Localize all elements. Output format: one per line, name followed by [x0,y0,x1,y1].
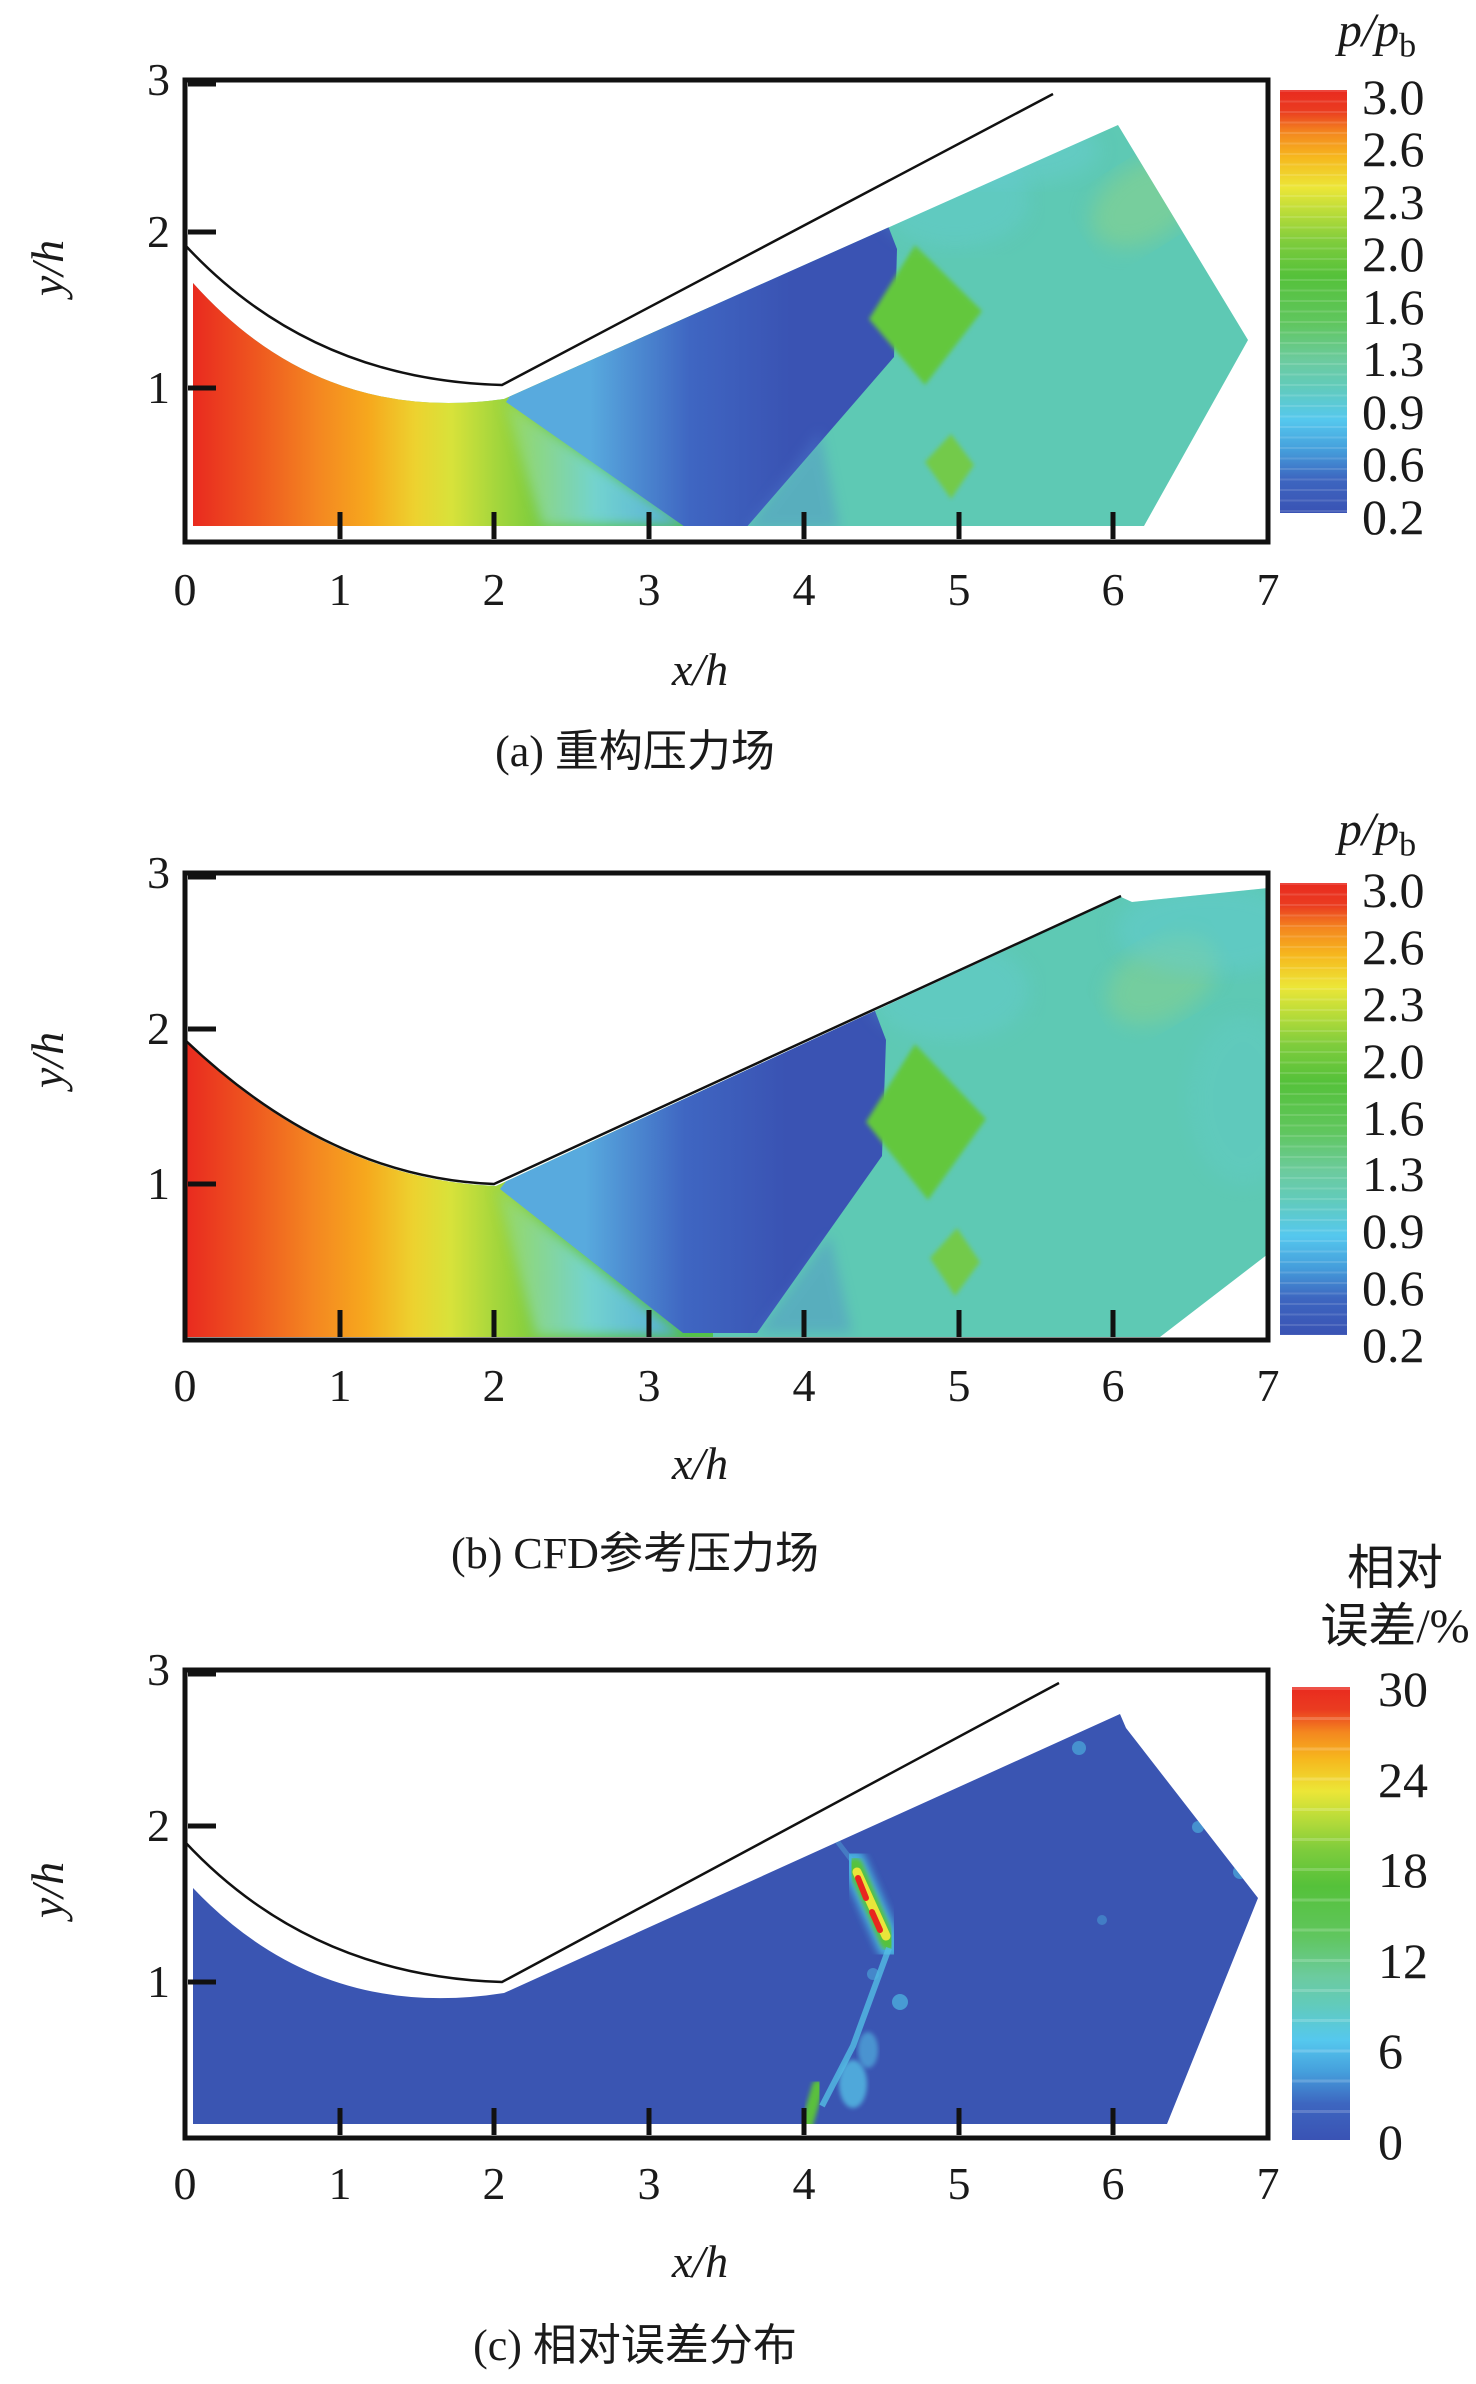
panel-b-caption: (b) CFD参考压力场 [451,1529,819,1578]
panel-a-cbar-label-6: 0.9 [1362,384,1425,440]
panel-c-colorbar [1292,1687,1350,2140]
panel-b-cbar-label-7: 0.6 [1362,1260,1425,1316]
panel-c-xtick-7: 7 [1256,2158,1280,2209]
panel-a-axes [182,77,1271,545]
panel-a-cbar-label-1: 2.6 [1362,121,1425,177]
panel-b-xtick-3: 3 [637,1360,661,1411]
panel-c-xtick-5: 5 [947,2158,971,2209]
panel-a-xtick-5: 5 [947,564,971,615]
panel-b-colorbar-title-main: p/p [1337,803,1400,856]
panel-b-cbar-label-8: 0.2 [1362,1317,1425,1373]
panel-a-ytick-2: 2 [147,206,170,257]
panel-b-ytick-3: 3 [147,847,170,898]
panel-b-xlabel: x/h [671,1438,729,1489]
panel-a-xtick-6: 6 [1101,564,1125,615]
panel-b-ylabel: y/h [22,1031,73,1089]
panel-c-ylabel: y/h [22,1861,73,1919]
panel-b-cbar-label-6: 0.9 [1362,1203,1425,1259]
panel-a-xtick-7: 7 [1256,564,1280,615]
panel-c-ytick-2: 2 [147,1800,170,1851]
panel-b-xtick-7: 7 [1256,1360,1280,1411]
panel-b-cbar-label-1: 2.6 [1362,919,1425,975]
panel-b-ytick-1: 1 [147,1158,170,1209]
panel-c-cbar-label-1: 24 [1378,1752,1428,1808]
panel-b-contour-field [186,888,1268,1337]
panel-b-xtick-5: 5 [947,1360,971,1411]
panel-c-xtick-6: 6 [1101,2158,1125,2209]
panel-b-xtick-0: 0 [173,1360,197,1411]
panel-a-cbar-label-5: 1.3 [1362,331,1425,387]
panel-c-cbar-label-5: 0 [1378,2114,1403,2170]
panel-a-cbar-label-2: 2.3 [1362,174,1425,230]
panel-a-colorbar-title-main: p/p [1337,4,1400,57]
panel-a-ytick-3: 3 [147,54,170,105]
panel-c-cbar-label-3: 12 [1378,1933,1428,1989]
panel-c-ytick-1: 1 [147,1956,170,2007]
panel-c-xtick-3: 3 [637,2158,661,2209]
panel-a-xtick-4: 4 [792,564,816,615]
panel-b-xtick-1: 1 [328,1360,352,1411]
panel-c-contour-field [193,1714,1258,2124]
panel-b-cbar-label-5: 1.3 [1362,1146,1425,1202]
panel-b-cbar-label-3: 2.0 [1362,1033,1425,1089]
panel-a-xtick-3: 3 [637,564,661,615]
panel-c-cbar-label-0: 30 [1378,1661,1428,1717]
panel-a-cbar-label-3: 2.0 [1362,226,1425,282]
panel-c-colorbar-title-line1: 相对 [1346,1542,1443,1595]
panel-c-colorbar-title-line2: 误差/% [1320,1600,1470,1653]
panel-a-cbar-label-4: 1.6 [1362,279,1425,335]
panel-b-axes [182,870,1271,1343]
panel-b-cbar-label-2: 2.3 [1362,976,1425,1032]
panel-c-xtick-0: 0 [173,2158,197,2209]
panel-a-cbar-label-0: 3.0 [1362,69,1425,125]
panel-c-xtick-4: 4 [792,2158,816,2209]
panel-b-cbar-label-0: 3.0 [1362,862,1425,918]
panel-a-xlabel: x/h [671,644,729,695]
panel-a-xtick-1: 1 [328,564,352,615]
panel-c-xtick-2: 2 [482,2158,506,2209]
panel-a-wall-line [184,92,1054,387]
panel-b-xtick-4: 4 [792,1360,816,1411]
panel-b-colorbar-title-sub: b [1399,826,1417,864]
panel-a-xtick-2: 2 [482,564,506,615]
panel-c-caption: (c) 相对误差分布 [473,2321,797,2370]
panel-a-colorbar-title-sub: b [1399,27,1417,65]
panel-b-cbar-label-4: 1.6 [1362,1090,1425,1146]
panel-a-colorbar-title: p/pb [1292,2,1462,76]
panel-b-ytick-2: 2 [147,1003,170,1054]
panel-b-colorbar-title: p/pb [1292,801,1462,875]
panel-c-cbar-label-2: 18 [1378,1842,1428,1898]
panel-c-xlabel: x/h [671,2236,729,2287]
panel-a-contour-field [193,125,1248,526]
panel-a-colorbar [1280,90,1347,513]
panel-c-wall-line [184,1681,1060,1984]
panel-c-xtick-1: 1 [328,2158,352,2209]
panel-b-xtick-6: 6 [1101,1360,1125,1411]
panel-a-cbar-label-7: 0.6 [1362,436,1425,492]
panel-b-wall-line [184,894,1122,1186]
panel-c-cbar-label-4: 6 [1378,2023,1403,2079]
panel-c-axes [182,1667,1271,2141]
panel-a-xtick-0: 0 [173,564,197,615]
panel-c-ytick-3: 3 [147,1644,170,1695]
panel-b-xtick-2: 2 [482,1360,506,1411]
panel-a-caption: (a) 重构压力场 [495,727,775,776]
panel-a-cbar-label-8: 0.2 [1362,489,1425,545]
panel-a-ylabel: y/h [22,239,73,297]
panel-a-ytick-1: 1 [147,362,170,413]
panel-b-colorbar [1280,883,1347,1335]
panel-c-colorbar-title: 相对 误差/% [1300,1540,1476,1656]
